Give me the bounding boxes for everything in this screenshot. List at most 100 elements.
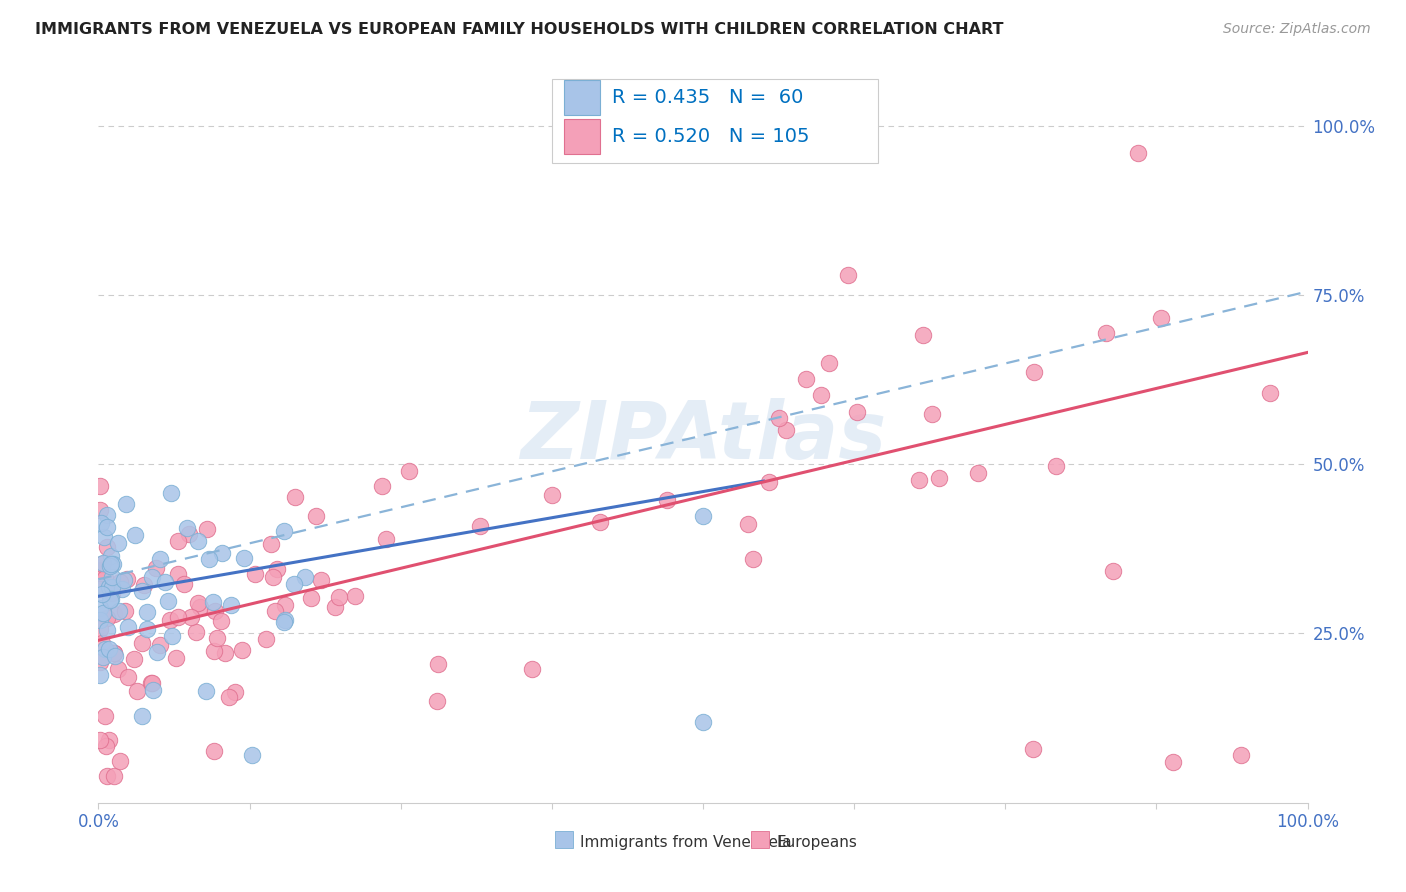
Point — [91, 650, 114, 665]
Point — [810, 388, 832, 402]
Point — [1258, 386, 1281, 401]
Point — [96, 541, 118, 555]
Point — [214, 646, 236, 660]
Point — [167, 533, 190, 548]
Point — [96, 508, 118, 523]
Point — [93, 709, 115, 723]
Point — [117, 670, 139, 684]
Point — [101, 570, 124, 584]
Point — [97, 580, 120, 594]
Point — [149, 551, 172, 566]
Point — [273, 524, 295, 538]
Text: R = 0.435   N =  60: R = 0.435 N = 60 — [613, 87, 804, 107]
FancyBboxPatch shape — [564, 79, 600, 115]
Point — [187, 596, 209, 610]
Point — [921, 407, 943, 421]
Point — [93, 641, 115, 656]
Text: Immigrants from Venezuela: Immigrants from Venezuela — [581, 836, 792, 850]
Point — [103, 647, 125, 661]
Point — [166, 610, 188, 624]
Point — [1045, 459, 1067, 474]
Point — [232, 551, 254, 566]
Point — [101, 580, 124, 594]
Point — [165, 650, 187, 665]
Point — [742, 551, 765, 566]
Point — [912, 328, 935, 343]
Point — [103, 769, 125, 783]
Point — [100, 591, 122, 606]
Point — [155, 574, 177, 589]
Point — [124, 528, 146, 542]
Point — [522, 661, 544, 675]
Point — [205, 631, 228, 645]
Point — [100, 558, 122, 572]
Point — [775, 423, 797, 437]
Point — [146, 645, 169, 659]
Point — [90, 563, 112, 577]
Point — [692, 509, 714, 524]
FancyBboxPatch shape — [551, 78, 879, 163]
Point — [1128, 145, 1150, 160]
Point — [149, 638, 172, 652]
Point — [1021, 741, 1043, 756]
Point — [156, 593, 179, 607]
Point — [273, 615, 295, 629]
Point — [370, 478, 392, 492]
Point — [204, 604, 226, 618]
Point — [141, 675, 163, 690]
Point — [224, 685, 246, 699]
Point — [184, 624, 207, 639]
Point — [91, 607, 114, 621]
Point — [218, 690, 240, 704]
Point — [231, 642, 253, 657]
Point — [90, 516, 112, 530]
Point — [737, 516, 759, 531]
Point — [103, 607, 125, 622]
Point — [145, 561, 167, 575]
Text: R = 0.520   N = 105: R = 0.520 N = 105 — [613, 128, 810, 146]
Point — [96, 611, 118, 625]
Point — [142, 682, 165, 697]
Point — [1161, 755, 1184, 769]
Point — [195, 684, 218, 698]
Point — [173, 577, 195, 591]
Point — [93, 530, 115, 544]
Point — [108, 574, 131, 589]
Point — [541, 488, 564, 502]
Point — [96, 623, 118, 637]
Point — [94, 571, 117, 585]
Point — [187, 534, 209, 549]
Point — [107, 536, 129, 550]
Point — [1024, 366, 1046, 380]
Point — [283, 577, 305, 591]
Point — [692, 714, 714, 729]
Point — [89, 622, 111, 636]
Point — [176, 521, 198, 535]
Point — [309, 573, 332, 587]
FancyBboxPatch shape — [564, 120, 600, 154]
Point — [112, 573, 135, 587]
Point — [328, 590, 350, 604]
Point — [344, 589, 367, 603]
Point — [818, 355, 841, 369]
Point — [100, 549, 122, 563]
Point — [263, 604, 285, 618]
Point — [204, 744, 226, 758]
Point — [131, 709, 153, 723]
Point — [794, 372, 817, 386]
Text: Source: ZipAtlas.com: Source: ZipAtlas.com — [1223, 22, 1371, 37]
Point — [589, 515, 612, 529]
Point — [294, 570, 316, 584]
Point — [243, 566, 266, 581]
Point — [89, 601, 111, 615]
Point — [211, 546, 233, 560]
Text: IMMIGRANTS FROM VENEZUELA VS EUROPEAN FAMILY HOUSEHOLDS WITH CHILDREN CORRELATIO: IMMIGRANTS FROM VENEZUELA VS EUROPEAN FA… — [35, 22, 1004, 37]
Point — [202, 644, 225, 658]
Point — [89, 582, 111, 596]
Point — [426, 657, 449, 671]
Point — [655, 493, 678, 508]
Point — [91, 557, 114, 571]
Point — [131, 636, 153, 650]
Point — [198, 552, 221, 566]
Point — [928, 470, 950, 484]
